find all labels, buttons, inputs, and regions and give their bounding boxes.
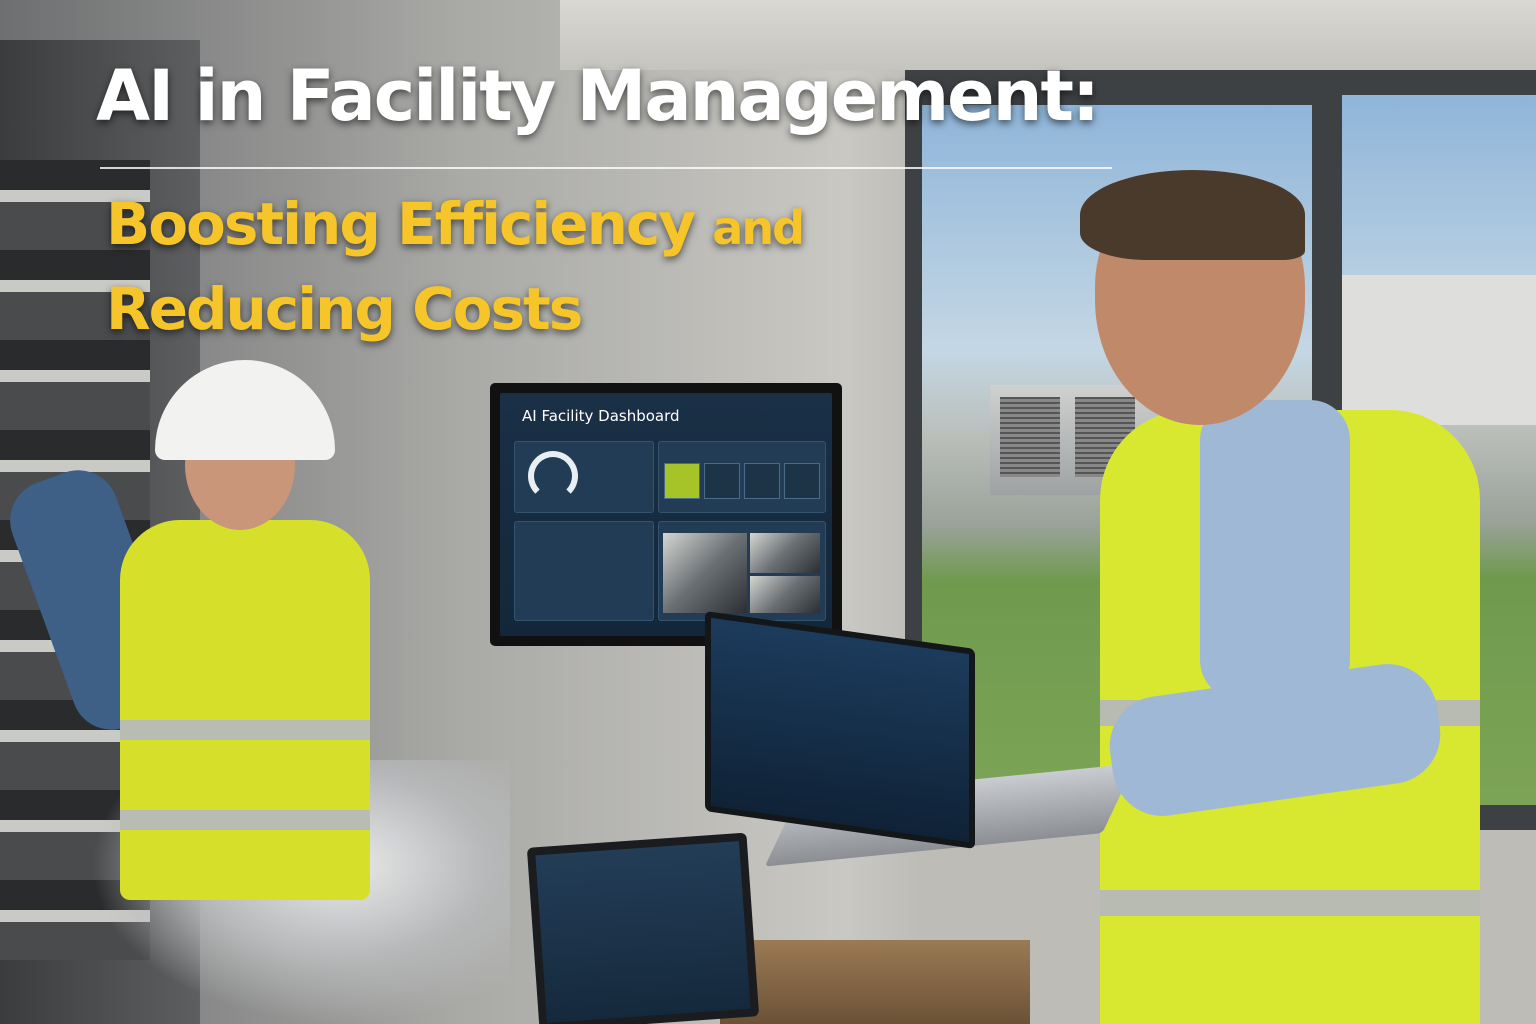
subheadline-main: Boosting Efficiency — [106, 190, 696, 258]
ceiling — [560, 0, 1536, 70]
dashboard-panel — [514, 521, 654, 621]
gauge-icon — [528, 451, 578, 501]
tile-icon — [744, 463, 780, 499]
dashboard-screen: AI Facility Dashboard — [500, 393, 832, 636]
subheadline-line2: Reducing Costs — [106, 275, 583, 343]
camera-feed — [750, 576, 820, 613]
laptop — [705, 611, 975, 849]
technician-vest — [120, 520, 370, 900]
tile-icon — [664, 463, 700, 499]
manager-shirt — [1200, 400, 1350, 700]
desk — [720, 940, 1030, 1024]
camera-feed — [663, 533, 747, 613]
subheadline-and: and — [712, 201, 805, 255]
subheadline-line1: Boosting Efficiency and — [106, 190, 805, 258]
camera-feed — [750, 533, 820, 573]
outdoor-building — [1342, 275, 1536, 425]
tile-icon — [784, 463, 820, 499]
divider — [100, 167, 1112, 169]
wall-monitor: AI Facility Dashboard — [490, 383, 842, 646]
tablet — [526, 832, 760, 1024]
tile-icon — [704, 463, 740, 499]
dashboard-title: AI Facility Dashboard — [522, 407, 680, 425]
headline: AI in Facility Management: — [96, 55, 1100, 137]
manager-hair — [1080, 170, 1305, 260]
